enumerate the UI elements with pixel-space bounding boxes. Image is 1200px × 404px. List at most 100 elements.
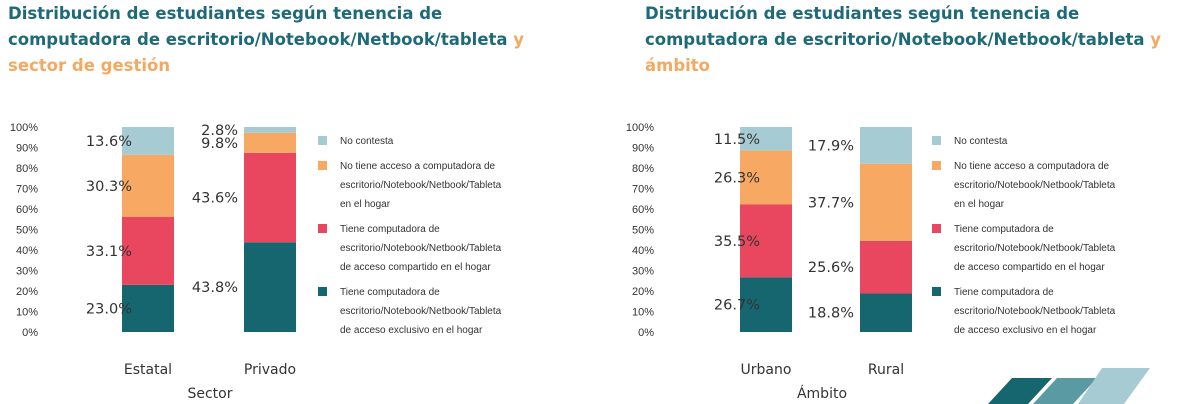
legend: No contesta No tiene acceso a computadora… <box>932 136 1116 336</box>
data-label: 35.5% <box>714 234 760 250</box>
bar-segment-exclusivo <box>122 284 174 332</box>
legend-swatch <box>318 136 327 145</box>
legend-item-exclusivo: Tiene computadora de escritorio/Notebook/… <box>932 287 1116 336</box>
x-category-label: Privado <box>244 362 296 378</box>
y-tick-label: 60% <box>16 204 38 216</box>
y-tick-label: 90% <box>632 143 654 155</box>
y-tick-label: 0% <box>22 327 38 339</box>
chart-title-sector: Distribución de estudiantes según tenenc… <box>8 1 548 79</box>
data-label: 23.0% <box>86 301 132 317</box>
legend-text: No contesta <box>954 136 1008 147</box>
bar-segment-no_tiene <box>122 154 174 217</box>
bar-segment-no_contesta <box>860 127 912 164</box>
y-tick-label: 20% <box>16 286 38 298</box>
title-accent-text: y ámbito <box>645 30 1162 75</box>
legend-item-no_tiene: No tiene acceso a computadora de escritor… <box>318 161 502 210</box>
y-tick-label: 80% <box>16 163 38 175</box>
legend-swatch <box>318 224 327 233</box>
y-tick-label: 50% <box>632 225 654 237</box>
x-category-label: Urbano <box>741 362 792 378</box>
legend-swatch <box>932 136 941 145</box>
data-label: 33.1% <box>86 244 132 260</box>
data-label: 30.3% <box>86 179 132 195</box>
legend-text: No tiene acceso a computadora de <box>340 161 496 172</box>
legend-text: No contesta <box>340 136 394 147</box>
bar-stack-urbano: 26.7% 35.5% 26.3% 11.5% <box>714 127 792 332</box>
data-label: 26.7% <box>714 298 760 314</box>
data-label: 13.6% <box>86 134 132 150</box>
legend-text: escritorio/Notebook/Netbook/Tableta <box>340 306 502 317</box>
legend-item-compartido: Tiene computadora de escritorio/Notebook/… <box>932 224 1116 273</box>
bar-segment-no_contesta <box>740 127 792 151</box>
legend-swatch <box>932 224 941 233</box>
bar-segment-compartido <box>860 240 912 294</box>
y-tick-label: 60% <box>632 204 654 216</box>
legend-text: No tiene acceso a computadora de <box>954 161 1110 172</box>
data-label: 25.6% <box>808 260 854 276</box>
bar-segment-no_contesta <box>244 127 296 133</box>
data-label: 26.3% <box>714 171 760 187</box>
legend-text: Tiene computadora de <box>954 287 1054 298</box>
bar-stack-rural: 18.8% 25.6% 37.7% 17.9% <box>808 127 912 332</box>
legend-swatch <box>932 287 941 296</box>
data-label: 43.6% <box>192 191 238 207</box>
bar-segment-exclusivo <box>860 293 912 332</box>
bar-segment-exclusivo <box>740 277 792 332</box>
y-tick-label: 0% <box>638 327 654 339</box>
legend-text: de acceso compartido en el hogar <box>954 262 1105 273</box>
data-label: 43.8% <box>192 280 238 296</box>
legend-swatch <box>318 287 327 296</box>
legend-text: Tiene computadora de <box>340 224 440 235</box>
y-tick-label: 90% <box>16 143 38 155</box>
decorative-chevrons <box>988 368 1150 404</box>
legend-swatch <box>932 161 941 170</box>
legend-item-no_contesta: No contesta <box>932 136 1008 147</box>
bar-segment-exclusivo <box>244 242 296 332</box>
title-main-text: Distribución de estudiantes según tenenc… <box>8 4 508 49</box>
y-tick-label: 50% <box>16 225 38 237</box>
data-label: 37.7% <box>808 195 854 211</box>
legend-text: en el hogar <box>340 199 391 210</box>
bar-stack-privado: 43.8% 43.6% 9.8%2.8% <box>192 123 296 332</box>
title-accent-text: y sector de gestión <box>8 30 525 75</box>
legend-item-compartido: Tiene computadora de escritorio/Notebook/… <box>318 224 502 273</box>
x-category-label: Estatal <box>124 362 172 378</box>
y-tick-label: 20% <box>632 286 654 298</box>
legend-text: escritorio/Notebook/Netbook/Tableta <box>954 180 1116 191</box>
legend-text: en el hogar <box>954 199 1005 210</box>
title-main-text: Distribución de estudiantes según tenenc… <box>645 4 1145 49</box>
legend-item-no_tiene: No tiene acceso a computadora de escritor… <box>932 161 1116 210</box>
data-label: 2.8% <box>201 123 238 139</box>
chart-title-ambito: Distribución de estudiantes según tenenc… <box>645 1 1185 79</box>
legend-text: de acceso exclusivo en el hogar <box>340 325 483 336</box>
bar-segment-compartido <box>740 204 792 278</box>
data-label: 9.8% <box>201 136 238 152</box>
chart-2: 0% 10% 20% 30% 40% 50% 60% 70% 80% 90% 100% 26.7% 35… <box>626 122 1116 402</box>
y-tick-label: 70% <box>16 184 38 196</box>
legend-swatch <box>318 161 327 170</box>
bar-stack-estatal: 23.0% 33.1% 30.3% 13.6% <box>86 127 174 332</box>
data-label: 11.5% <box>714 132 760 148</box>
bar-segment-compartido <box>244 152 296 243</box>
chart-1: 0% 10% 20% 30% 40% 50% 60% 70% 80% 90% 100% 23.0% 33… <box>10 122 502 402</box>
legend-item-exclusivo: Tiene computadora de escritorio/Notebook/… <box>318 287 502 336</box>
chevron-shape <box>1078 368 1150 404</box>
chevron-shape <box>988 378 1052 404</box>
y-tick-label: 80% <box>632 163 654 175</box>
legend-text: de acceso exclusivo en el hogar <box>954 325 1097 336</box>
bar-segment-no_tiene <box>740 150 792 205</box>
legend-text: escritorio/Notebook/Netbook/Tableta <box>954 306 1116 317</box>
legend-text: escritorio/Notebook/Netbook/Tableta <box>340 180 502 191</box>
legend-text: Tiene computadora de <box>340 287 440 298</box>
legend-text: Tiene computadora de <box>954 224 1054 235</box>
legend-item-no_contesta: No contesta <box>318 136 394 147</box>
y-tick-label: 10% <box>632 307 654 319</box>
data-label: 18.8% <box>808 306 854 322</box>
chevron-shape <box>1033 378 1097 404</box>
data-label: 17.9% <box>808 138 854 154</box>
legend-text: escritorio/Notebook/Netbook/Tableta <box>340 243 502 254</box>
x-axis-title: Ámbito <box>797 385 847 402</box>
y-tick-label: 10% <box>16 307 38 319</box>
y-tick-label: 40% <box>16 245 38 257</box>
